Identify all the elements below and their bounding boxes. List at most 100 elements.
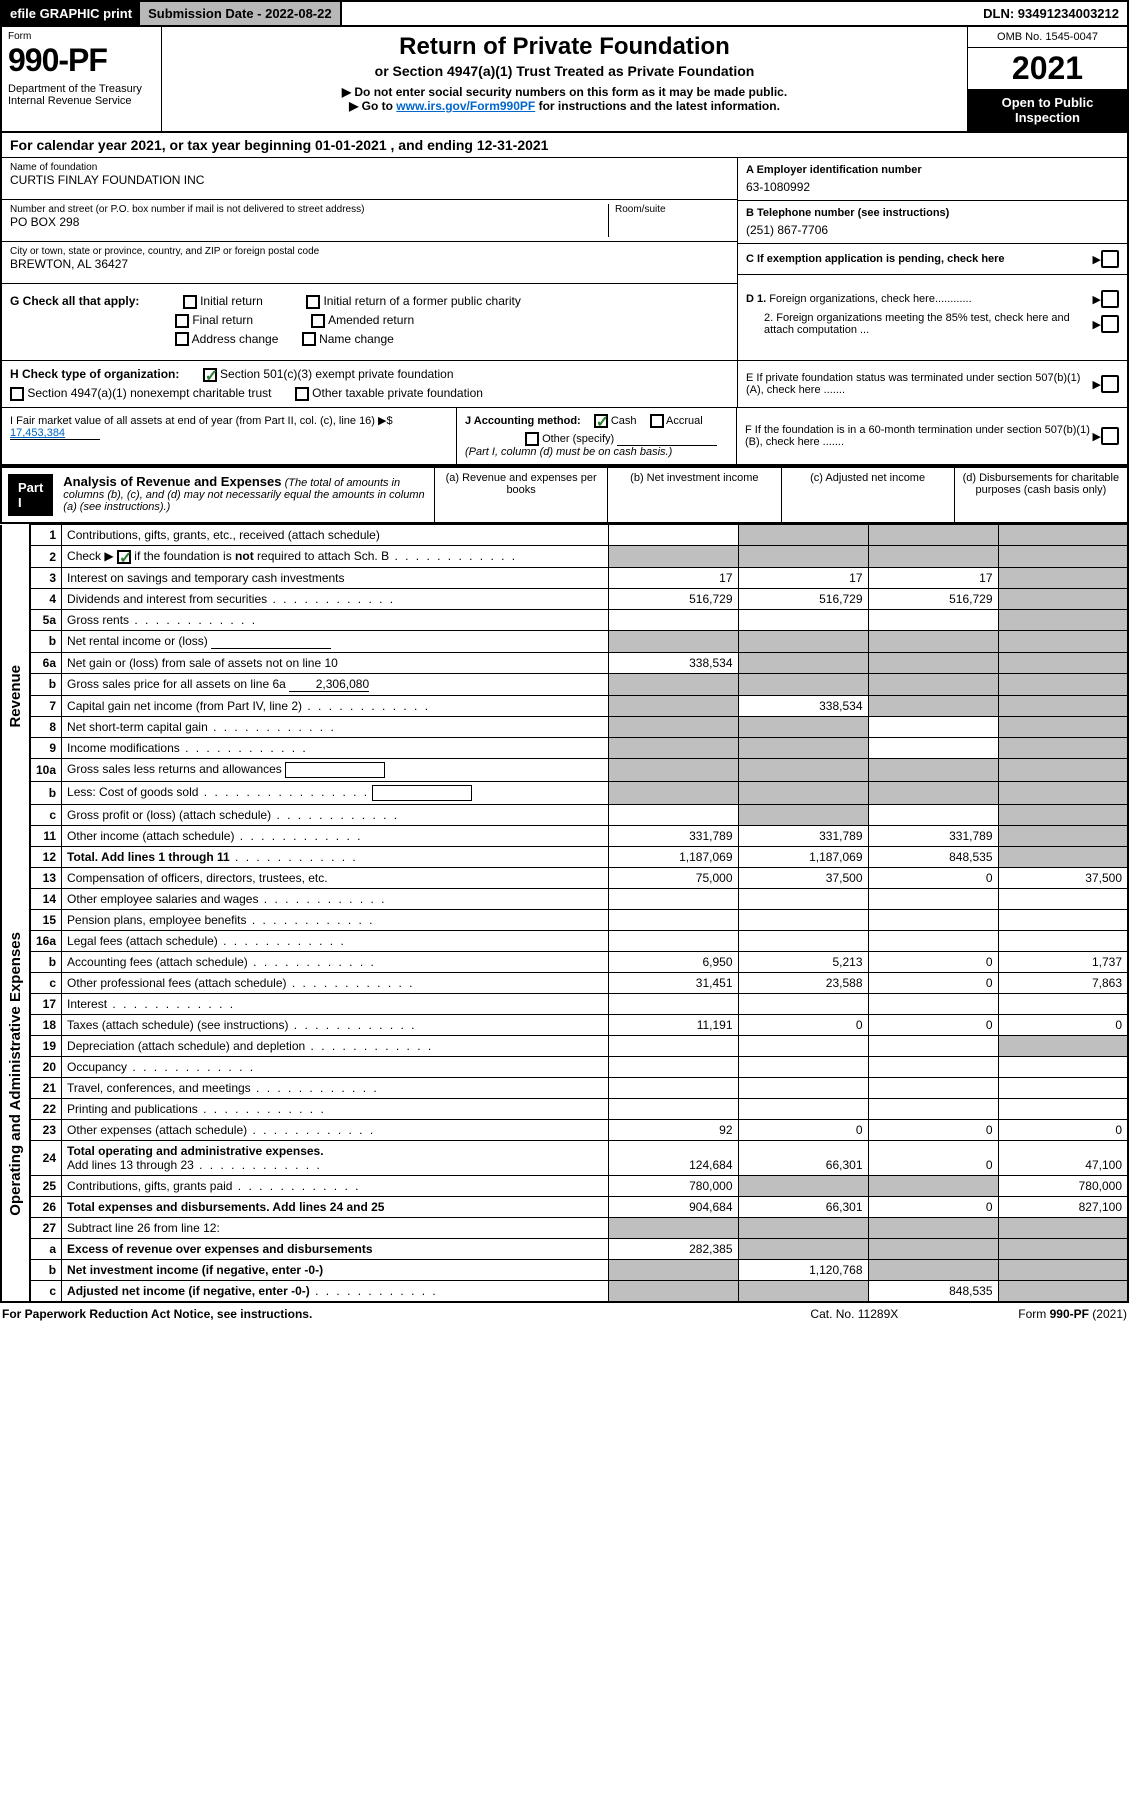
amt-cell: 848,535 bbox=[868, 1280, 998, 1302]
row-num: b bbox=[30, 1259, 62, 1280]
r24-desc: Total operating and administrative expen… bbox=[67, 1144, 324, 1158]
row-desc: Net rental income or (loss) bbox=[62, 630, 608, 652]
accrual-checkbox[interactable] bbox=[650, 414, 664, 428]
amt-cell: 11,191 bbox=[608, 1014, 738, 1035]
r12-desc: Total. Add lines 1 through 11 bbox=[67, 850, 230, 864]
j-label: J Accounting method: bbox=[465, 415, 581, 427]
r15-desc: Pension plans, employee benefits bbox=[67, 913, 246, 927]
h-opt2-label: Section 4947(a)(1) nonexempt charitable … bbox=[27, 386, 271, 400]
e-checkbox[interactable] bbox=[1101, 375, 1119, 393]
row-desc: Check ▶ if the foundation is not require… bbox=[62, 546, 608, 568]
amt-cell: 7,863 bbox=[998, 972, 1128, 993]
r17-desc: Interest bbox=[67, 997, 107, 1011]
row-desc: Compensation of officers, directors, tru… bbox=[62, 867, 608, 888]
amt-cell: 516,729 bbox=[868, 588, 998, 609]
c-checkbox[interactable] bbox=[1101, 250, 1119, 268]
row-desc: Other expenses (attach schedule) bbox=[62, 1119, 608, 1140]
ein-label: A Employer identification number bbox=[746, 164, 1119, 176]
r10b-desc: Less: Cost of goods sold bbox=[67, 785, 198, 799]
row-num: 23 bbox=[30, 1119, 62, 1140]
other-label: Other (specify) bbox=[542, 433, 614, 445]
amt-cell: 516,729 bbox=[608, 588, 738, 609]
accrual-label: Accrual bbox=[666, 415, 703, 427]
initial-return-checkbox[interactable] bbox=[183, 295, 197, 309]
r16c-desc: Other professional fees (attach schedule… bbox=[67, 976, 286, 990]
address-change-checkbox[interactable] bbox=[175, 332, 189, 346]
row-num: 5a bbox=[30, 609, 62, 630]
cash-checkbox[interactable] bbox=[594, 414, 608, 428]
amt-cell: 31,451 bbox=[608, 972, 738, 993]
col-c-header: (c) Adjusted net income bbox=[781, 468, 954, 522]
d1-checkbox[interactable] bbox=[1101, 290, 1119, 308]
r10a-desc: Gross sales less returns and allowances bbox=[67, 762, 282, 776]
row-desc: Excess of revenue over expenses and disb… bbox=[62, 1238, 608, 1259]
i-arrow: ▶$ bbox=[378, 415, 393, 427]
amt-cell: 6,950 bbox=[608, 951, 738, 972]
row-desc: Printing and publications bbox=[62, 1098, 608, 1119]
part1-header: Part I Analysis of Revenue and Expenses … bbox=[0, 466, 1129, 524]
d2-checkbox[interactable] bbox=[1101, 315, 1119, 333]
row-num: 16a bbox=[30, 930, 62, 951]
r23-desc: Other expenses (attach schedule) bbox=[67, 1123, 247, 1137]
row-num: 7 bbox=[30, 695, 62, 716]
top-bar: efile GRAPHIC print Submission Date - 20… bbox=[0, 0, 1129, 27]
amt-cell: 47,100 bbox=[998, 1140, 1128, 1175]
amt-cell: 17 bbox=[738, 567, 868, 588]
amt-cell: 37,500 bbox=[998, 867, 1128, 888]
h-4947-checkbox[interactable] bbox=[10, 387, 24, 401]
amt-cell: 0 bbox=[868, 972, 998, 993]
row-num: b bbox=[30, 630, 62, 652]
amt-cell: 904,684 bbox=[608, 1196, 738, 1217]
col-b-header: (b) Net investment income bbox=[607, 468, 780, 522]
amt-cell: 17 bbox=[868, 567, 998, 588]
fmv-value[interactable]: 17,453,384 bbox=[10, 427, 100, 440]
initial-former-checkbox[interactable] bbox=[306, 295, 320, 309]
row-desc: Gross profit or (loss) (attach schedule) bbox=[62, 804, 608, 825]
amt-cell: 1,187,069 bbox=[738, 846, 868, 867]
row-num: b bbox=[30, 781, 62, 804]
row-num: a bbox=[30, 1238, 62, 1259]
g-d-row: G Check all that apply: Initial return I… bbox=[0, 284, 1129, 361]
r27a-desc: Excess of revenue over expenses and disb… bbox=[67, 1242, 372, 1256]
row-num: 22 bbox=[30, 1098, 62, 1119]
h-other-checkbox[interactable] bbox=[295, 387, 309, 401]
final-return-checkbox[interactable] bbox=[175, 314, 189, 328]
e-label: E If private foundation status was termi… bbox=[746, 372, 1093, 396]
f-checkbox[interactable] bbox=[1101, 427, 1119, 445]
amt-cell: 0 bbox=[738, 1119, 868, 1140]
row-desc: Contributions, gifts, grants, etc., rece… bbox=[62, 525, 608, 546]
form-header: Form 990-PF Department of the Treasury I… bbox=[0, 27, 1129, 133]
city-value: BREWTON, AL 36427 bbox=[10, 257, 729, 271]
schb-checkbox[interactable] bbox=[117, 550, 131, 564]
amt-cell: 780,000 bbox=[608, 1175, 738, 1196]
name-change-checkbox[interactable] bbox=[302, 332, 316, 346]
row-num: 3 bbox=[30, 567, 62, 588]
h-501c3-checkbox[interactable] bbox=[203, 368, 217, 382]
amended-checkbox[interactable] bbox=[311, 314, 325, 328]
row-desc: Subtract line 26 from line 12: bbox=[62, 1217, 608, 1238]
other-checkbox[interactable] bbox=[525, 432, 539, 446]
r14-desc: Other employee salaries and wages bbox=[67, 892, 258, 906]
h-opt3-label: Other taxable private foundation bbox=[312, 386, 483, 400]
open-inspection: Open to Public Inspection bbox=[968, 89, 1127, 131]
amt-cell: 92 bbox=[608, 1119, 738, 1140]
row-desc: Contributions, gifts, grants paid bbox=[62, 1175, 608, 1196]
irs-link[interactable]: www.irs.gov/Form990PF bbox=[396, 99, 535, 113]
r4-desc: Dividends and interest from securities bbox=[67, 592, 267, 606]
amt-cell: 338,534 bbox=[608, 652, 738, 673]
form-word: Form bbox=[8, 31, 155, 42]
row-num: b bbox=[30, 951, 62, 972]
r27c-desc: Adjusted net income (if negative, enter … bbox=[67, 1284, 310, 1298]
row-num: c bbox=[30, 972, 62, 993]
r19-desc: Depreciation (attach schedule) and deple… bbox=[67, 1039, 305, 1053]
r2-pre: Check ▶ bbox=[67, 549, 117, 563]
row-desc: Other employee salaries and wages bbox=[62, 888, 608, 909]
row-desc: Gross sales price for all assets on line… bbox=[62, 673, 608, 695]
row-desc: Total expenses and disbursements. Add li… bbox=[62, 1196, 608, 1217]
row-desc: Depreciation (attach schedule) and deple… bbox=[62, 1035, 608, 1056]
amt-cell: 0 bbox=[998, 1119, 1128, 1140]
row-desc: Less: Cost of goods sold . . . . bbox=[62, 781, 608, 804]
initial-return-label: Initial return bbox=[200, 294, 263, 308]
i-j-f-row: I Fair market value of all assets at end… bbox=[0, 408, 1129, 466]
col-a-header: (a) Revenue and expenses per books bbox=[434, 468, 607, 522]
